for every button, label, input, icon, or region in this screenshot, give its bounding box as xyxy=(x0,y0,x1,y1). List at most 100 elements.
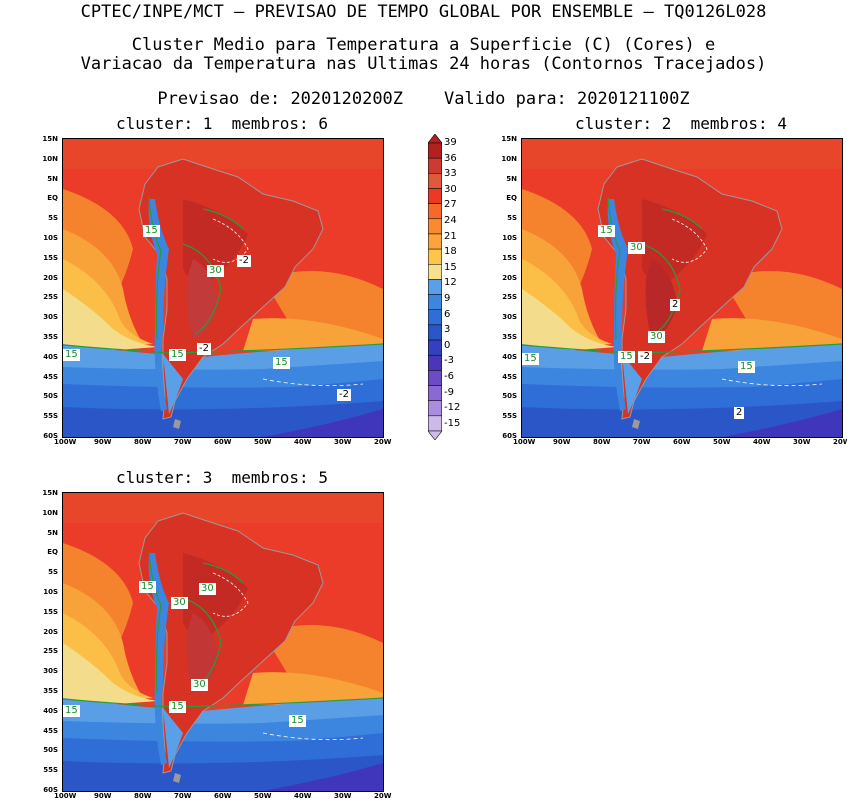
colorbar xyxy=(428,134,442,440)
latitude-label: 10N xyxy=(501,154,517,163)
latitude-label: 15N xyxy=(42,489,58,497)
latitude-label: 25S xyxy=(502,293,517,302)
latitude-label: EQ xyxy=(47,548,58,557)
colorbar-segment xyxy=(428,415,442,432)
colorbar-segment xyxy=(428,400,442,417)
latitude-label: 35S xyxy=(502,333,517,341)
longitude-label: 60W xyxy=(214,792,232,800)
latitude-label: 15S xyxy=(43,607,58,616)
contour-label: 15 xyxy=(289,715,306,727)
longitude-label: 40W xyxy=(753,438,771,446)
contour-label: 30 xyxy=(628,242,645,254)
contour-label: 15 xyxy=(63,349,80,361)
colorbar-segment xyxy=(428,294,442,310)
colorbar-segment xyxy=(428,248,442,265)
longitude-label: 70W xyxy=(174,792,192,800)
colorbar-segment xyxy=(428,157,442,174)
longitude-label: 40W xyxy=(294,792,312,800)
latitude-label: 30S xyxy=(43,313,58,322)
colorbar-tick-label: -12 xyxy=(444,402,461,414)
colorbar-segment xyxy=(428,339,442,356)
latitude-label: 55S xyxy=(43,766,58,775)
colorbar-tick-label: -6 xyxy=(444,371,454,382)
latitude-label: 60S xyxy=(502,432,517,440)
contour-label: 15 xyxy=(522,353,539,365)
longitude-label: 60W xyxy=(673,438,691,446)
colorbar-tick-label: 12 xyxy=(444,277,457,289)
longitude-label: 30W xyxy=(334,792,352,800)
colorbar-tick-label: 9 xyxy=(444,293,451,304)
latitude-label: 35S xyxy=(43,333,58,341)
longitude-label: 30W xyxy=(334,438,352,446)
colorbar-tick-label: 15 xyxy=(444,261,457,273)
colorbar-tick-label: 0 xyxy=(444,339,451,351)
latitude-label: 10N xyxy=(42,154,58,163)
longitude-label: 80W xyxy=(593,438,611,446)
latitude-label: 5S xyxy=(48,214,58,223)
latitude-label: 10S xyxy=(43,234,58,242)
longitude-label: 70W xyxy=(174,438,192,446)
latitude-label: 35S xyxy=(43,687,58,695)
contour-label: 30 xyxy=(207,265,224,277)
header-dates: Previsao de: 2020120200Z Valido para: 20… xyxy=(157,89,690,109)
header-title: CPTEC/INPE/MCT – PREVISAO DE TEMPO GLOBA… xyxy=(80,2,767,22)
latitude-label: 30S xyxy=(502,313,517,322)
colorbar-tick-label: -9 xyxy=(444,386,454,398)
colorbar-segment xyxy=(428,218,442,235)
latitude-label: 45S xyxy=(43,372,58,381)
longitude-label: 60W xyxy=(214,438,232,446)
latitude-label: 40S xyxy=(43,352,58,361)
latitude-label: EQ xyxy=(506,194,517,203)
longitude-label: 90W xyxy=(553,438,571,446)
contour-label: 30 xyxy=(648,331,665,343)
latitude-label: 60S xyxy=(43,786,58,794)
latitude-label: 15N xyxy=(501,135,517,143)
longitude-label: 80W xyxy=(134,792,152,800)
colorbar-segment xyxy=(428,279,442,295)
longitude-label: 70W xyxy=(633,438,651,446)
longitude-label: 80W xyxy=(134,438,152,446)
latitude-label: 5N xyxy=(47,174,58,183)
latitude-label: 40S xyxy=(43,706,58,715)
colorbar-segment xyxy=(428,203,442,220)
latitude-label: 5S xyxy=(48,568,58,577)
panel-1-title: cluster: 1 membros: 6 xyxy=(116,114,328,133)
longitude-label: 90W xyxy=(94,438,112,446)
colorbar-tick-label: 27 xyxy=(444,199,457,211)
latitude-label: 20S xyxy=(502,273,517,282)
map-panel-cluster-1: 15 15 15 15 30 -2 -2 -2 xyxy=(62,138,384,438)
latitude-label: 15S xyxy=(43,253,58,262)
longitude-label: 100W xyxy=(54,792,77,800)
contour-label: 15 xyxy=(169,701,186,713)
colorbar-tick-label: 30 xyxy=(444,183,457,195)
colorbar-tick-label: -15 xyxy=(444,417,461,429)
latitude-label: 5N xyxy=(47,528,58,537)
colorbar-tick-label: 33 xyxy=(444,168,457,180)
colorbar-tick-label: 21 xyxy=(444,230,457,242)
contour-label: 15 xyxy=(139,581,156,593)
longitude-label: 50W xyxy=(254,792,272,800)
contour-label: 15 xyxy=(63,705,80,717)
colorbar-tick-label: 6 xyxy=(444,308,451,320)
colorbar-segment xyxy=(428,385,442,401)
latitude-label: 55S xyxy=(502,412,517,421)
contour-label: 15 xyxy=(143,225,160,237)
contour-label: 15 xyxy=(273,357,290,369)
longitude-label: 40W xyxy=(294,438,312,446)
contour-label: -2 xyxy=(337,389,351,401)
colorbar-tick-label: -3 xyxy=(444,355,454,367)
header-subtitle-1: Cluster Medio para Temperatura a Superfi… xyxy=(131,35,716,55)
colorbar-tick-label: 24 xyxy=(444,215,457,226)
longitude-label: 20W xyxy=(374,438,392,446)
contour-label: -2 xyxy=(638,351,652,363)
latitude-label: 20S xyxy=(43,273,58,282)
map-panel-cluster-2: 15 15 15 15 30 30 2 -2 2 xyxy=(521,138,843,438)
latitude-label: 55S xyxy=(43,412,58,421)
latitude-label: 20S xyxy=(43,627,58,636)
latitude-label: 50S xyxy=(502,392,517,401)
colorbar-segment xyxy=(428,142,442,159)
contour-label: 2 xyxy=(734,407,745,419)
longitude-label: 30W xyxy=(793,438,811,446)
latitude-label: 5N xyxy=(506,174,517,183)
latitude-label: 15S xyxy=(502,253,517,262)
